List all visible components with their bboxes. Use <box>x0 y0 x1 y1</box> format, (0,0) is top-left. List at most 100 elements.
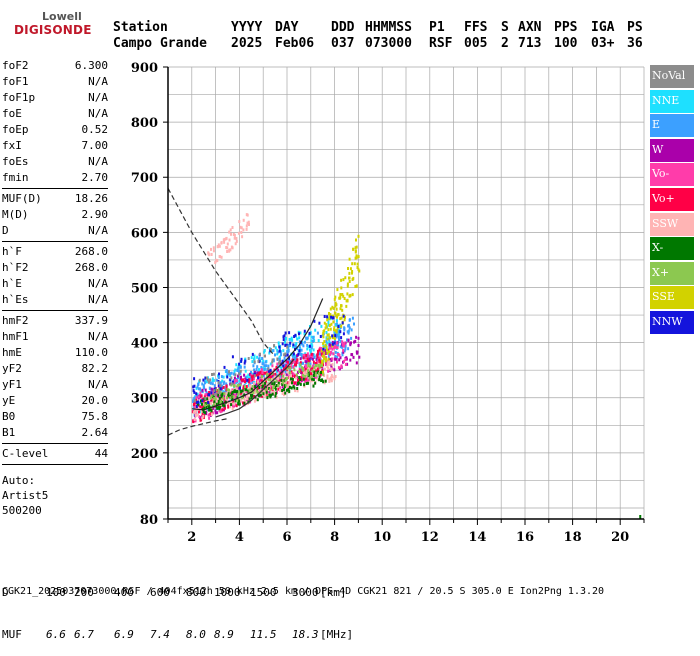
trace-point-ssw <box>226 250 229 253</box>
trace-point-e <box>209 387 212 391</box>
trace-point-vo- <box>256 387 259 391</box>
trace-point-e <box>289 369 291 373</box>
param-name: yE <box>2 394 16 407</box>
trace-point-w <box>328 343 331 347</box>
x-tick-label: 14 <box>468 530 486 545</box>
trace-point-vo- <box>285 364 288 368</box>
trace-point-vo- <box>225 384 228 388</box>
trace-point-ssw <box>237 231 240 235</box>
trace-point-e <box>251 381 254 384</box>
trace-point-sse <box>331 336 334 340</box>
trace-point-sse <box>326 351 329 355</box>
trace-point-vo- <box>234 379 236 383</box>
trace-point-x- <box>238 391 241 394</box>
trace-point-vo- <box>257 374 260 378</box>
trace-point-nnw <box>210 391 213 395</box>
trace-point-x- <box>213 400 216 404</box>
trace-point-sse <box>323 355 326 359</box>
trace-point-nnw <box>283 334 286 338</box>
muf-table: D 100 200 400 600 800 1000 1500 3000 [km] MUF 6.6 6… <box>2 558 353 656</box>
trace-point-nnw <box>207 393 210 397</box>
trace-point-x- <box>240 389 242 393</box>
trace-point-nne <box>251 372 254 376</box>
trace-point-ssw <box>287 371 290 375</box>
trace-point-nne <box>262 359 265 363</box>
trace-point-x- <box>212 395 215 399</box>
trace-point-x- <box>207 403 210 407</box>
trace-point-x- <box>218 388 221 392</box>
trace-point-e <box>329 341 332 345</box>
trace-point-e <box>225 382 228 386</box>
trace-point-x- <box>295 373 298 377</box>
curve-trace-line <box>191 298 324 411</box>
trace-point-vo- <box>295 363 297 367</box>
trace-point-e <box>272 349 275 353</box>
trace-point-x- <box>235 399 238 402</box>
trace-point-w <box>253 370 256 374</box>
trace-point-w <box>353 340 356 344</box>
trace-point-nnw <box>229 378 232 382</box>
trace-point-vo- <box>319 372 322 376</box>
trace-point-vo- <box>316 352 319 356</box>
trace-point-nne <box>276 348 279 352</box>
param-name: fmin <box>2 171 29 184</box>
trace-point-nnw <box>298 332 300 336</box>
trace-point-w <box>272 374 275 378</box>
trace-point-nne <box>249 375 252 379</box>
trace-point-ssw <box>271 378 273 382</box>
trace-point-vo- <box>330 350 332 354</box>
trace-point-x- <box>248 388 251 392</box>
trace-point-vo- <box>216 389 219 393</box>
param-row: B0 75.8 <box>2 409 108 425</box>
muf-row: MUF 6.6 6.7 6.9 7.4 8.0 8.9 11.5 18.3 [MHz] <box>2 628 353 642</box>
trace-point-x- <box>286 376 289 380</box>
trace-point-nnw <box>207 401 210 405</box>
trace-point-nnw <box>326 315 329 319</box>
trace-point-ssw <box>328 377 331 381</box>
trace-point-x- <box>317 372 320 376</box>
trace-point-e <box>261 362 264 366</box>
trace-point-w <box>285 360 288 363</box>
param-name: foF2 <box>2 59 29 72</box>
y-tick-label: 600 <box>131 226 158 241</box>
trace-point-nne <box>217 374 220 378</box>
trace-point-nne <box>312 353 315 357</box>
trace-point-x- <box>302 373 304 377</box>
trace-point-vo- <box>222 385 225 389</box>
trace-point-nne <box>298 336 301 340</box>
trace-point-nnw <box>288 356 291 360</box>
trace-point-nnw <box>202 378 205 382</box>
trace-point-w <box>256 371 259 375</box>
trace-point-x- <box>296 387 299 390</box>
param-separator <box>2 241 108 242</box>
trace-point-nne <box>268 351 271 355</box>
trace-point-vo- <box>297 378 300 382</box>
param-value: 75.8 <box>81 410 109 423</box>
trace-point-ssw <box>216 259 219 262</box>
trace-point-vo- <box>262 371 265 375</box>
legend-item-x-: X- <box>650 237 694 261</box>
curve-dashed-low <box>167 418 228 436</box>
trace-point-ssw <box>329 368 332 372</box>
header-label: HHMMSS <box>365 20 412 35</box>
trace-point-w <box>352 355 355 359</box>
trace-point-ssw <box>210 413 213 417</box>
trace-point-nne <box>275 373 278 377</box>
trace-point-ssw <box>231 246 234 250</box>
trace-point-nne <box>288 338 291 341</box>
trace-point-vo- <box>332 352 335 356</box>
trace-point-noval <box>238 372 240 376</box>
polarization-legend: NoVal NNE E W Vo- Vo+ SSW X- X+ SSE NNW <box>650 65 694 336</box>
trace-point-ssw <box>228 249 231 253</box>
trace-point-x- <box>281 382 284 386</box>
trace-point-ssw <box>210 253 213 256</box>
param-row: hmF2 337.9 <box>2 313 108 329</box>
trace-point-vo- <box>223 397 226 401</box>
trace-point-ssw <box>200 409 203 413</box>
param-name: h`E <box>2 277 22 290</box>
header-value: Feb06 <box>275 36 315 51</box>
trace-point-noval <box>231 382 234 386</box>
trace-point-nnw <box>204 376 207 380</box>
trace-point-noval <box>230 376 233 380</box>
trace-point-w <box>358 355 361 359</box>
